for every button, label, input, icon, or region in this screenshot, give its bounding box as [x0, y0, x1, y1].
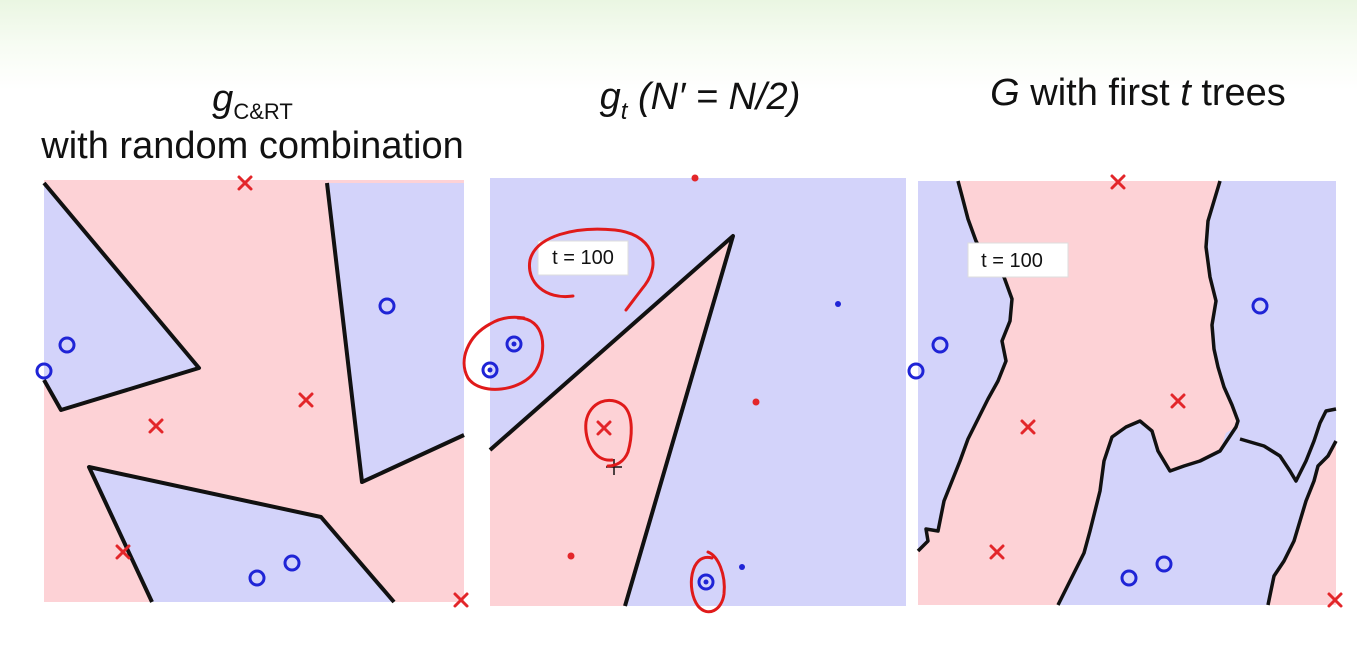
annotation-loop-points [462, 315, 545, 391]
iteration-label-text: t = 100 [981, 250, 1043, 272]
o-marker [1120, 569, 1138, 587]
decision-boundary [87, 465, 396, 604]
annotation-loop-label [528, 227, 655, 312]
decision-boundary [325, 182, 465, 484]
o-marker [1155, 555, 1173, 573]
o-marker [907, 362, 925, 380]
o-marker [248, 569, 266, 587]
class-region-blue [327, 183, 464, 482]
o-marker-bagged [697, 573, 715, 591]
decision-boundary [42, 181, 201, 412]
g-symbol: g [212, 78, 234, 120]
title-right-text-1: with first [1019, 72, 1181, 114]
title-middle-text: (N′ = N/2) [627, 76, 801, 118]
annotation-loop-x [584, 399, 633, 468]
decision-boundary [488, 234, 735, 607]
title-left-text: with random combination [41, 125, 464, 167]
iteration-label: t = 100 [967, 242, 1069, 278]
g-subscript: t [620, 98, 628, 125]
class-region-blue [1058, 409, 1336, 605]
iteration-label-text: t = 100 [552, 247, 614, 269]
o-marker-bagged [505, 335, 523, 353]
title-middle: gt (N′ = N/2) [490, 76, 910, 125]
o-marker [931, 336, 949, 354]
o-marker [58, 336, 76, 354]
class-region-blue [44, 183, 199, 410]
title-right-text-2: trees [1190, 72, 1286, 114]
small-x-point [567, 552, 575, 560]
x-marker [237, 175, 253, 191]
small-x-point [752, 398, 760, 406]
small-o-point [739, 564, 745, 570]
panel-middle-plot: t = 100 [481, 174, 906, 607]
o-marker [378, 297, 396, 315]
x-marker [298, 392, 314, 408]
x-marker [115, 544, 131, 560]
annotation-loop-o [689, 550, 726, 614]
x-marker [596, 420, 612, 436]
x-marker [1327, 592, 1343, 608]
x-marker [453, 592, 469, 608]
title-left: gC&RT with random combination [0, 78, 505, 167]
g-subscript: C&RT [233, 99, 293, 124]
x-marker [1110, 174, 1126, 190]
decision-boundary [1239, 407, 1337, 483]
panel-left-plot [35, 175, 469, 608]
o-marker [35, 362, 53, 380]
small-o-point [835, 301, 841, 307]
small-x-point [691, 174, 699, 182]
g-symbol: g [599, 76, 621, 118]
decision-boundary [1266, 440, 1338, 606]
title-right: G with first t trees [918, 72, 1357, 114]
o-marker-bagged [481, 361, 499, 379]
x-marker [1020, 419, 1036, 435]
class-region-blue [1206, 181, 1336, 481]
x-marker [1170, 393, 1186, 409]
G-symbol: G [990, 72, 1020, 114]
t-symbol: t [1180, 72, 1191, 114]
class-region-blue [89, 467, 394, 602]
x-marker [989, 544, 1005, 560]
panel-right-plot: t = 100 [907, 174, 1343, 608]
decision-boundary [1056, 180, 1240, 606]
class-region-pink [490, 236, 733, 606]
o-marker [1251, 297, 1269, 315]
o-marker [283, 554, 301, 572]
x-marker [148, 418, 164, 434]
iteration-label: t = 100 [537, 240, 629, 276]
